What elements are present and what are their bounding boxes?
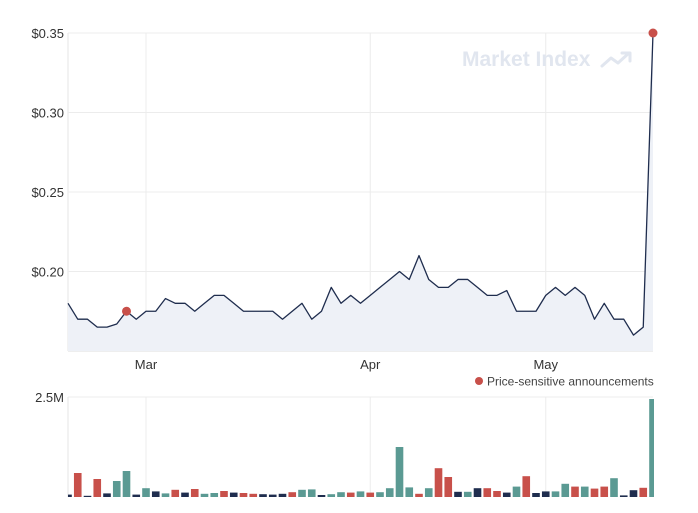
volume-bar (561, 483, 570, 497)
volume-bar (278, 493, 287, 497)
volume-bar (317, 495, 326, 497)
volume-bar (512, 486, 521, 497)
volume-bar (112, 481, 121, 497)
volume-bar (502, 492, 511, 497)
price-y-axis: $0.20 $0.25 $0.30 $0.35 (31, 26, 64, 280)
volume-bar (73, 473, 82, 497)
volume-bar (376, 492, 384, 497)
volume-bar (571, 486, 579, 497)
volume-bar (619, 495, 628, 497)
volume-bar (327, 494, 336, 497)
volume-bar (249, 493, 258, 497)
x-tick-label: Mar (135, 357, 158, 372)
y-tick-label: $0.35 (31, 26, 64, 41)
volume-bar (356, 491, 365, 497)
volume-bar (83, 495, 92, 497)
volume-gridlines (67, 396, 653, 497)
volume-bar (200, 493, 209, 497)
volume-bar (610, 478, 618, 497)
volume-bar (337, 492, 345, 497)
volume-bar (532, 493, 540, 497)
legend: Price-sensitive announcements (475, 375, 654, 389)
volume-bar (220, 491, 228, 497)
volume-bar (190, 489, 199, 497)
volume-bar (424, 488, 433, 497)
volume-bar (307, 489, 316, 497)
legend-marker-icon (475, 377, 483, 385)
market-index-watermark: Market Index (462, 48, 591, 71)
volume-bar (239, 493, 248, 497)
volume-bar (629, 490, 638, 497)
volume-bar (298, 489, 306, 497)
volume-bar (259, 494, 267, 497)
volume-bar (181, 492, 189, 497)
volume-bar (463, 491, 472, 497)
announcement-marker (648, 28, 658, 38)
volume-bar (483, 488, 492, 497)
y-tick-label: $0.25 (31, 185, 64, 200)
volume-bars (68, 399, 654, 497)
volume-bar (600, 486, 609, 497)
volume-bar (346, 492, 355, 497)
volume-bar (268, 494, 277, 497)
volume-bar (551, 491, 560, 497)
volume-bar (639, 487, 648, 497)
volume-bar (366, 492, 375, 497)
volume-bar (434, 468, 443, 497)
volume-bar (395, 447, 404, 497)
volume-bar (649, 399, 654, 497)
volume-bar (444, 477, 453, 497)
volume-bar (210, 493, 219, 497)
x-tick-label: Apr (360, 357, 381, 372)
volume-bar (229, 492, 238, 497)
price-x-axis: Mar Apr May (135, 357, 559, 372)
volume-bar (171, 489, 180, 497)
announcement-markers (122, 28, 658, 316)
volume-bar (132, 494, 141, 497)
volume-bar (415, 493, 423, 497)
y-tick-label: $0.30 (31, 106, 64, 121)
volume-bar (93, 479, 102, 497)
volume-bar (454, 491, 462, 497)
volume-bar (161, 493, 170, 497)
volume-bar (151, 491, 160, 497)
price-line (67, 32, 654, 336)
volume-bar (142, 488, 150, 497)
x-tick-label: May (533, 357, 558, 372)
volume-tick-label: 2.5M (35, 390, 64, 405)
volume-bar (68, 494, 72, 497)
volume-bar (580, 486, 589, 497)
volume-bar (122, 471, 131, 497)
volume-bar (385, 488, 394, 497)
volume-bar (473, 488, 482, 497)
volume-bar (541, 491, 550, 497)
watermark-trend-icon (600, 51, 632, 68)
volume-bar (405, 487, 414, 497)
y-tick-label: $0.20 (31, 265, 64, 280)
legend-label: Price-sensitive announcements (487, 375, 654, 389)
volume-bar (522, 476, 531, 497)
announcement-marker (122, 306, 131, 316)
volume-bar (590, 488, 599, 497)
volume-bar (103, 493, 111, 497)
volume-y-axis: 2.5M (35, 390, 64, 405)
volume-bar (288, 492, 297, 497)
volume-bar (493, 491, 501, 497)
